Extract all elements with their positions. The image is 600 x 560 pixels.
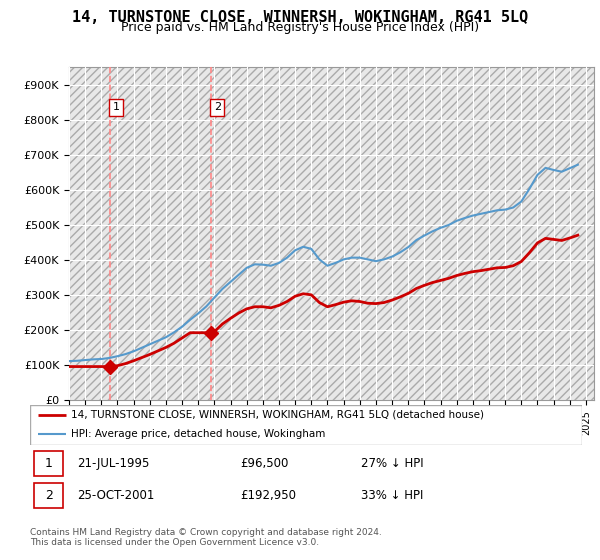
Text: 14, TURNSTONE CLOSE, WINNERSH, WOKINGHAM, RG41 5LQ: 14, TURNSTONE CLOSE, WINNERSH, WOKINGHAM…: [72, 10, 528, 25]
FancyBboxPatch shape: [30, 405, 582, 445]
Text: Contains HM Land Registry data © Crown copyright and database right 2024.
This d: Contains HM Land Registry data © Crown c…: [30, 528, 382, 547]
Text: 2: 2: [45, 489, 53, 502]
Text: 14, TURNSTONE CLOSE, WINNERSH, WOKINGHAM, RG41 5LQ (detached house): 14, TURNSTONE CLOSE, WINNERSH, WOKINGHAM…: [71, 410, 484, 420]
Text: 1: 1: [45, 457, 53, 470]
Text: Price paid vs. HM Land Registry's House Price Index (HPI): Price paid vs. HM Land Registry's House …: [121, 21, 479, 34]
Text: 33% ↓ HPI: 33% ↓ HPI: [361, 489, 424, 502]
Text: 25-OCT-2001: 25-OCT-2001: [77, 489, 154, 502]
Text: £192,950: £192,950: [240, 489, 296, 502]
Text: HPI: Average price, detached house, Wokingham: HPI: Average price, detached house, Woki…: [71, 430, 326, 439]
Text: 2: 2: [214, 102, 221, 112]
Text: 1: 1: [113, 102, 119, 112]
Text: 27% ↓ HPI: 27% ↓ HPI: [361, 457, 424, 470]
Text: 21-JUL-1995: 21-JUL-1995: [77, 457, 149, 470]
FancyBboxPatch shape: [34, 483, 63, 508]
Text: £96,500: £96,500: [240, 457, 288, 470]
FancyBboxPatch shape: [34, 451, 63, 475]
